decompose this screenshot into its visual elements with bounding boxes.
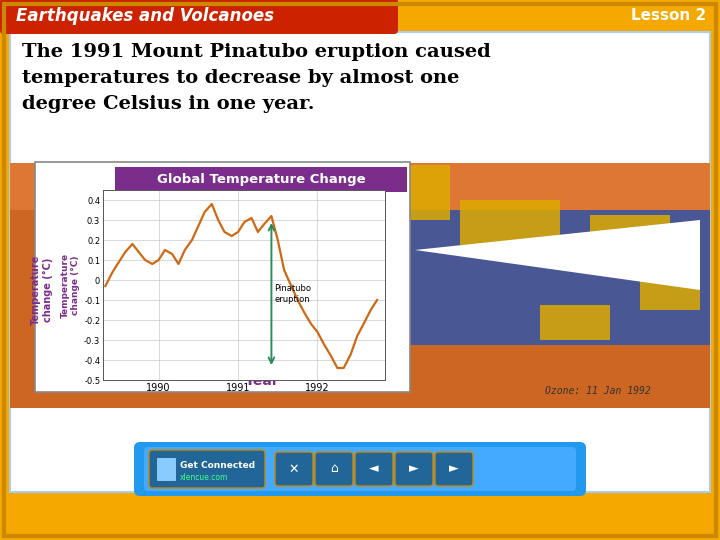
Text: Pinatubo
eruption: Pinatubo eruption bbox=[274, 284, 312, 303]
Text: Get Connected: Get Connected bbox=[180, 462, 255, 470]
FancyBboxPatch shape bbox=[149, 450, 265, 488]
Text: Year: Year bbox=[243, 374, 279, 388]
Text: ►: ► bbox=[449, 462, 459, 476]
FancyBboxPatch shape bbox=[275, 452, 313, 486]
FancyBboxPatch shape bbox=[315, 452, 353, 486]
Text: Temperature
change (°C): Temperature change (°C) bbox=[31, 255, 53, 325]
Bar bbox=[10, 32, 710, 492]
Bar bbox=[340, 210, 710, 345]
Text: Earthquakes and Volcanoes: Earthquakes and Volcanoes bbox=[16, 7, 274, 25]
Bar bbox=[370, 165, 450, 220]
Text: degree Celsius in one year.: degree Celsius in one year. bbox=[22, 95, 315, 113]
FancyBboxPatch shape bbox=[395, 452, 433, 486]
Text: Global Temperature Change: Global Temperature Change bbox=[157, 173, 365, 186]
FancyBboxPatch shape bbox=[355, 452, 393, 486]
Polygon shape bbox=[415, 220, 700, 290]
FancyBboxPatch shape bbox=[0, 0, 398, 34]
FancyBboxPatch shape bbox=[435, 452, 473, 486]
Text: ✕: ✕ bbox=[289, 462, 300, 476]
Bar bbox=[35, 162, 410, 392]
Bar bbox=[10, 163, 710, 210]
Bar bbox=[115, 167, 407, 192]
Text: temperatures to decrease by almost one: temperatures to decrease by almost one bbox=[22, 69, 459, 87]
Text: ►: ► bbox=[409, 462, 419, 476]
Bar bbox=[460, 200, 560, 245]
Bar bbox=[540, 305, 610, 340]
Text: Ozone: 11 Jan 1992: Ozone: 11 Jan 1992 bbox=[545, 386, 651, 396]
Text: ◄: ◄ bbox=[369, 462, 379, 476]
Bar bbox=[340, 300, 400, 340]
Bar bbox=[157, 458, 175, 480]
FancyBboxPatch shape bbox=[144, 447, 576, 491]
Bar bbox=[590, 215, 670, 265]
Y-axis label: Temperature
change (°C): Temperature change (°C) bbox=[60, 252, 80, 318]
Text: ⌂: ⌂ bbox=[330, 462, 338, 476]
Bar bbox=[10, 163, 710, 408]
Text: Lesson 2: Lesson 2 bbox=[631, 9, 706, 24]
Text: xlencue.com: xlencue.com bbox=[180, 474, 228, 483]
Text: The 1991 Mount Pinatubo eruption caused: The 1991 Mount Pinatubo eruption caused bbox=[22, 43, 491, 61]
FancyBboxPatch shape bbox=[134, 442, 586, 496]
Bar bbox=[640, 280, 700, 310]
